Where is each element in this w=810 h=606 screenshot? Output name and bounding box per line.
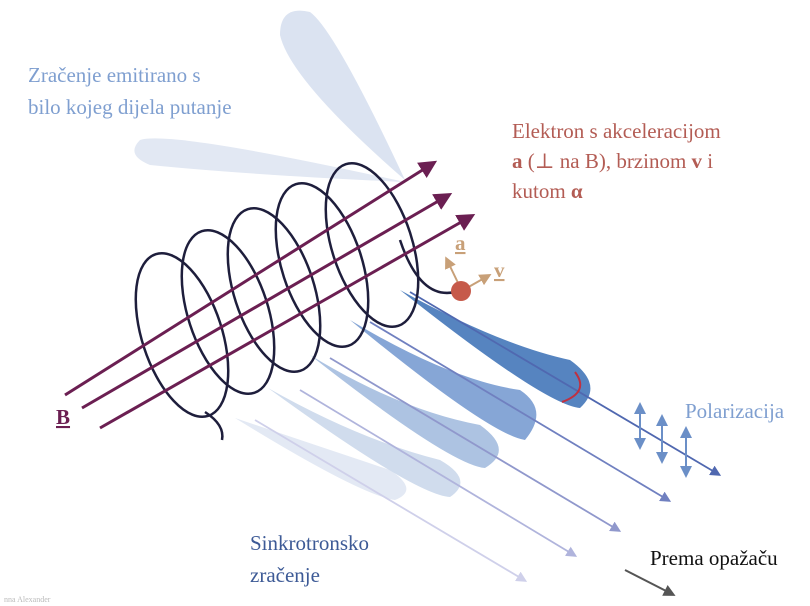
text-part: a: [512, 149, 523, 173]
angle-arrow: [561, 371, 582, 403]
polarization-arrows: [634, 402, 692, 478]
emission-note: bilo kojeg dijela putanje: [28, 95, 232, 119]
polarization-label: Polarizacija: [685, 399, 785, 423]
electron-note: kutom α: [512, 179, 583, 203]
text-part: v: [692, 149, 703, 173]
helix: [134, 161, 456, 441]
field-label: B: [56, 405, 70, 429]
text-part: (⊥ na B), brzinom: [523, 149, 692, 173]
text-part: α: [571, 179, 583, 203]
electron: [451, 281, 471, 301]
text-part: i: [702, 149, 713, 173]
observer-arrow: [624, 569, 676, 596]
observer-label: Prema opažaču: [650, 546, 778, 570]
synchrotron-note: zračenje: [250, 563, 320, 587]
field-lines: [64, 160, 476, 430]
emission-note: Zračenje emitirano s: [28, 63, 201, 87]
velocity-label: v: [494, 258, 505, 282]
text-part: kutom: [512, 179, 571, 203]
acceleration-label: a: [455, 231, 466, 255]
synchrotron-note: Sinkrotronsko: [250, 531, 369, 555]
electron-note: a (⊥ na B), brzinom v i: [512, 149, 713, 173]
electron-note: Elektron s akceleracijom: [512, 119, 721, 143]
credit: nna Alexander: [4, 595, 51, 604]
